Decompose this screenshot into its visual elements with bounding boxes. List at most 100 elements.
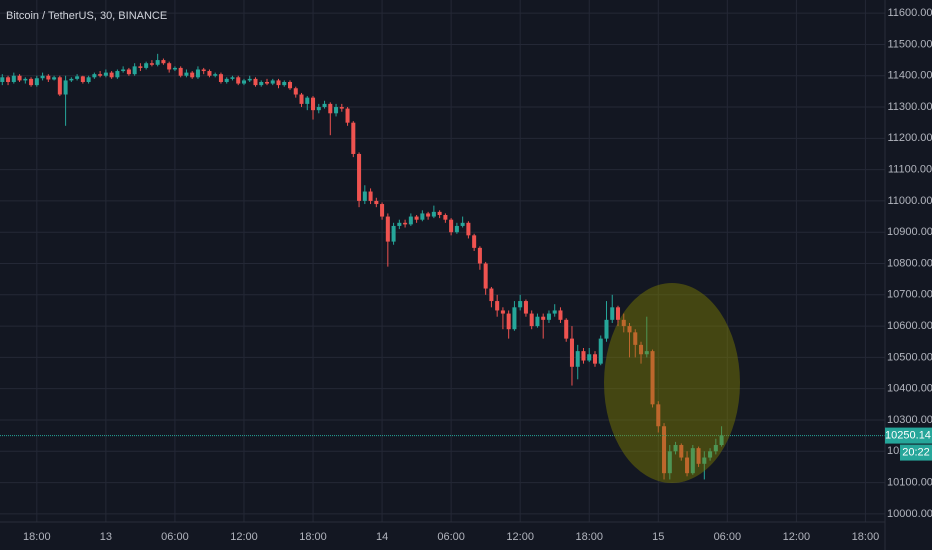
candle-body <box>541 316 546 320</box>
candle-body <box>627 326 632 333</box>
candle-body <box>29 78 34 86</box>
candle-body <box>52 77 57 80</box>
candle-body <box>178 67 183 76</box>
countdown-label: 20:22 <box>902 446 930 458</box>
candle-body <box>702 457 707 464</box>
candle-body <box>564 319 569 339</box>
candle-body <box>408 216 413 225</box>
x-tick-label: 13 <box>100 531 112 543</box>
x-tick-label: 18:00 <box>852 531 880 543</box>
x-tick-label: 14 <box>376 531 388 543</box>
candle-body <box>397 222 402 226</box>
candle-body <box>218 74 223 82</box>
candle-body <box>103 72 108 76</box>
candle-body <box>172 67 177 70</box>
candle-body <box>40 75 45 79</box>
y-tick-label: 10700.00 <box>887 289 932 301</box>
candle-body <box>368 191 373 201</box>
candle-body <box>132 66 137 75</box>
candle-body <box>17 75 22 81</box>
candle-body <box>126 69 131 75</box>
x-tick-label: 12:00 <box>506 531 534 543</box>
candle-body <box>523 301 528 314</box>
candle-body <box>546 313 551 320</box>
candle-body <box>477 247 482 264</box>
candle-body <box>495 301 500 311</box>
candle-body <box>615 307 621 320</box>
candle-body <box>380 204 385 217</box>
candle-body <box>63 80 68 95</box>
y-tick-label: 10600.00 <box>887 320 932 332</box>
candle-body <box>57 77 62 95</box>
y-tick-label: 10900.00 <box>887 226 932 238</box>
candle-body <box>420 213 425 220</box>
candle-body <box>201 69 206 72</box>
x-tick-label: 12:00 <box>230 531 258 543</box>
candle-body <box>109 72 114 78</box>
candle-body <box>270 80 275 84</box>
candle-body <box>138 66 143 68</box>
candle-body <box>287 81 293 89</box>
candle-body <box>713 445 718 452</box>
candle-body <box>6 77 11 82</box>
candle-body <box>587 354 592 361</box>
candle-body <box>535 316 540 327</box>
candle-body <box>276 80 281 86</box>
candle-body <box>690 448 695 474</box>
candle-body <box>213 74 218 76</box>
candle-body <box>685 457 690 474</box>
last-price-tag <box>885 427 932 444</box>
candle-body <box>92 74 97 78</box>
candle-body <box>236 77 241 84</box>
candle-body <box>328 103 333 114</box>
candle-body <box>11 75 16 82</box>
candle-body <box>512 307 517 330</box>
candle-body <box>86 77 91 82</box>
chart-title: Bitcoin / TetherUS, 30, BINANCE <box>6 10 167 22</box>
candle-body <box>610 307 615 320</box>
candle-body <box>80 76 85 82</box>
candles <box>0 53 885 480</box>
candle-body <box>506 313 511 330</box>
y-tick-label: 10500.00 <box>887 351 932 363</box>
y-tick-label: 10000.00 <box>887 508 932 520</box>
candle-body <box>241 80 246 84</box>
candle-body <box>639 344 644 355</box>
y-tick-label: 10400.00 <box>887 383 932 395</box>
candle-body <box>115 71 120 78</box>
candle-body <box>466 222 471 236</box>
candle-body <box>604 319 609 339</box>
y-tick-label: 11000.00 <box>887 195 932 207</box>
candle-body <box>529 313 534 327</box>
y-tick-label: 11500.00 <box>887 38 932 50</box>
y-tick-label: 11100.00 <box>888 164 932 176</box>
candle-body <box>552 310 557 314</box>
candle-body <box>184 72 189 76</box>
candle-body <box>264 81 270 84</box>
candle-body <box>282 81 287 86</box>
y-tick-label: 10800.00 <box>887 257 932 269</box>
candle-body <box>667 451 672 474</box>
candle-body <box>403 222 408 225</box>
candle-body <box>575 351 580 367</box>
candle-body <box>558 310 563 320</box>
highlight-ellipse <box>604 283 740 483</box>
candle-body <box>598 338 603 364</box>
candle-body <box>161 60 166 64</box>
candle-body <box>144 63 149 68</box>
candle-body <box>247 78 252 81</box>
candle-body <box>443 214 448 220</box>
candle-body <box>489 288 494 302</box>
candle-body <box>569 338 574 367</box>
candle-body <box>460 222 465 226</box>
candle-body <box>0 77 5 82</box>
candle-body <box>345 108 350 123</box>
candle-body <box>644 351 649 355</box>
grid <box>0 0 885 522</box>
candle-body <box>46 75 51 80</box>
candle-body <box>621 319 626 327</box>
candle-body <box>662 426 667 474</box>
candle-body <box>483 263 488 289</box>
candle-body <box>449 219 454 233</box>
